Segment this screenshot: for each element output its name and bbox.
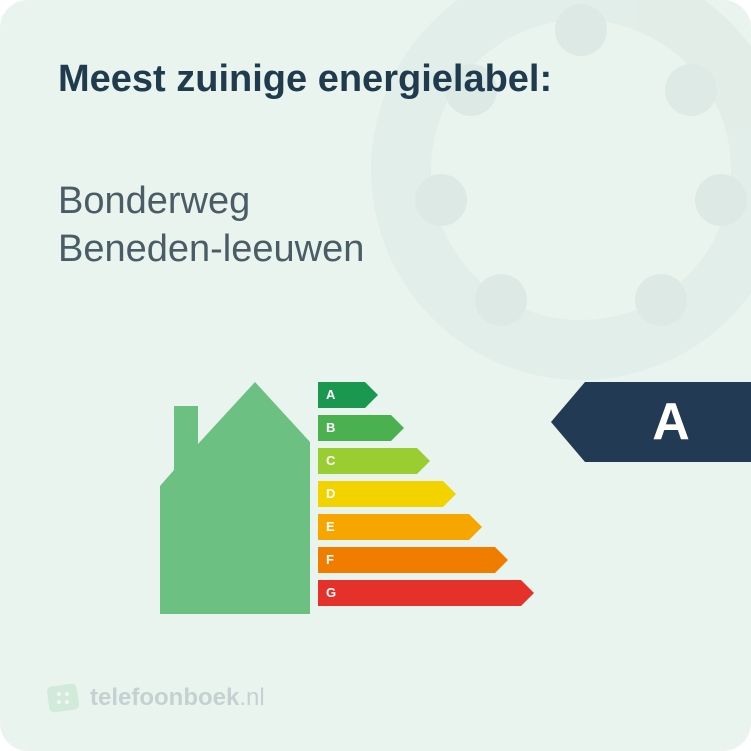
- brand-tld: .nl: [239, 684, 264, 711]
- house-icon: [160, 382, 320, 614]
- subtitle-line-1: Bonderweg: [58, 180, 250, 222]
- card-subtitle: Bonderweg Beneden-leeuwen: [58, 178, 364, 273]
- energy-bar-label: A: [326, 382, 335, 408]
- energy-bar-label: C: [326, 448, 335, 474]
- brand-text: telefoonboek.nl: [90, 684, 265, 712]
- card-title: Meest zuinige energielabel:: [58, 58, 552, 101]
- energy-bar-label: G: [326, 580, 336, 606]
- info-card: Meest zuinige energielabel: Bonderweg Be…: [0, 0, 751, 751]
- energy-bar-label: B: [326, 415, 335, 441]
- energy-bar-label: E: [326, 514, 335, 540]
- result-badge-letter: A: [591, 382, 751, 462]
- brand-footer: telefoonboek.nl: [46, 681, 265, 715]
- energy-bar-label: F: [326, 547, 334, 573]
- subtitle-line-2: Beneden-leeuwen: [58, 228, 364, 270]
- energy-label-chart: ABCDEFG: [160, 382, 600, 632]
- brand-icon: [46, 681, 80, 715]
- brand-name: telefoonboek: [90, 684, 239, 711]
- energy-bar-label: D: [326, 481, 335, 507]
